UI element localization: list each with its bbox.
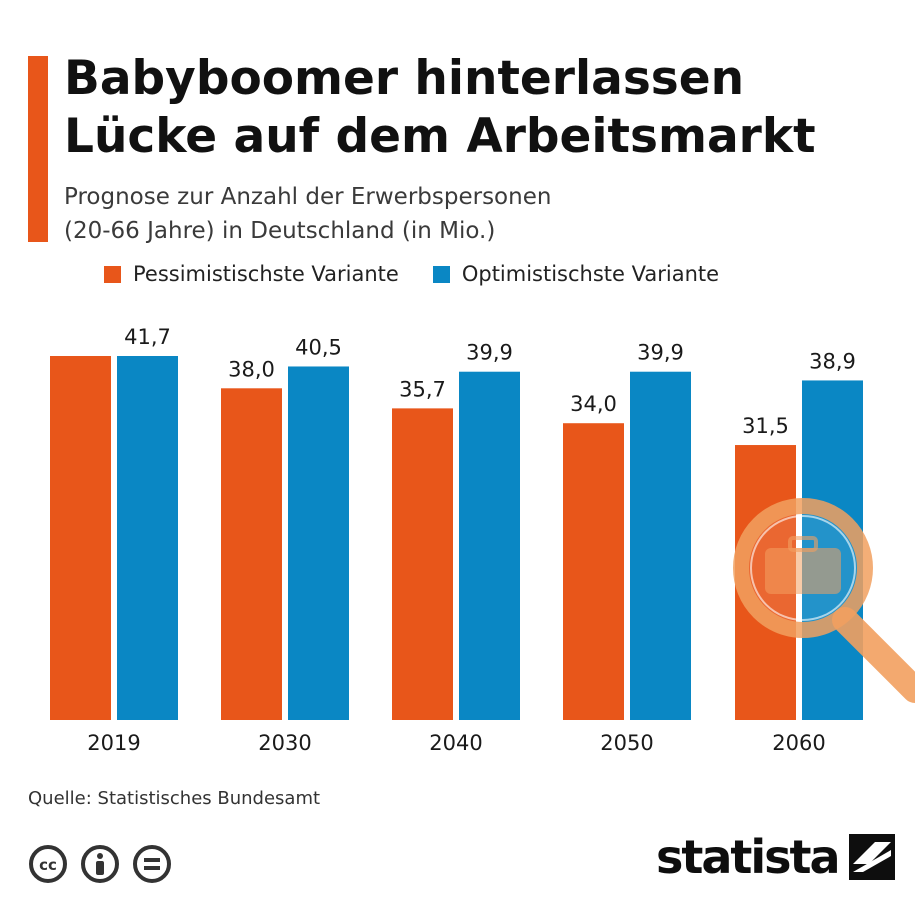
category-label-2060: 2060 — [772, 731, 825, 755]
no-derivatives-icon — [133, 845, 171, 883]
legend-item-pessimistic: Pessimistischste Variante — [104, 262, 399, 286]
category-label-2030: 2030 — [258, 731, 311, 755]
legend-swatch-pessimistic — [104, 265, 121, 283]
title-accent-bar — [28, 56, 48, 242]
brand-name: statista — [656, 830, 841, 884]
attribution-icon — [81, 845, 119, 883]
value-label-pessimistic-2060: 31,5 — [742, 414, 789, 438]
legend-item-optimistic: Optimistischste Variante — [432, 262, 720, 286]
category-label-2019: 2019 — [87, 731, 140, 755]
bar-pessimistic-2050 — [563, 423, 624, 720]
title-line-2: Lücke auf dem Arbeitsmarkt — [64, 109, 816, 164]
category-label-2040: 2040 — [429, 731, 482, 755]
bar-pessimistic-2040 — [392, 408, 453, 720]
category-label-2050: 2050 — [600, 731, 653, 755]
value-label-pessimistic-2040: 35,7 — [399, 377, 446, 401]
page-subtitle: Prognose zur Anzahl der Erwerbspersonen … — [64, 180, 551, 248]
bar-pessimistic-2019 — [50, 356, 111, 720]
value-label-optimistic-2030: 40,5 — [295, 335, 342, 359]
value-label-optimistic-2040: 39,9 — [466, 341, 513, 365]
value-label-optimistic-2019: 41,7 — [124, 325, 171, 349]
bar-pessimistic-2030 — [221, 388, 282, 720]
bar-optimistic-2040 — [459, 371, 520, 720]
value-label-optimistic-2050: 39,9 — [637, 341, 684, 365]
magnifier-lens-ring — [750, 515, 856, 621]
legend-swatch-optimistic — [432, 265, 450, 283]
license-icons: cc — [28, 844, 172, 884]
page-title: Babyboomer hinterlassen Lücke auf dem Ar… — [64, 50, 816, 166]
title-line-1: Babyboomer hinterlassen — [64, 51, 745, 106]
value-label-pessimistic-2030: 38,0 — [228, 357, 275, 381]
bar-optimistic-2030 — [288, 366, 349, 720]
source-note: Quelle: Statistisches Bundesamt — [28, 788, 321, 809]
legend-label-pessimistic: Pessimistischste Variante — [133, 262, 399, 286]
briefcase-handle — [788, 536, 818, 552]
subtitle-line-2: (20-66 Jahre) in Deutschland (in Mio.) — [64, 218, 496, 244]
svg-text:cc: cc — [39, 856, 57, 874]
cc-icon: cc — [29, 845, 67, 883]
statista-mark-icon — [848, 834, 895, 880]
value-label-pessimistic-2050: 34,0 — [570, 392, 617, 416]
legend-label-optimistic: Optimistischste Variante — [461, 262, 720, 286]
chart-legend: Pessimistischste Variante Optimistischst… — [104, 262, 719, 286]
statista-logo: statista — [656, 830, 895, 884]
subtitle-line-1: Prognose zur Anzahl der Erwerbspersonen — [64, 184, 552, 210]
bar-optimistic-2019 — [117, 356, 178, 720]
briefcase-icon — [765, 548, 841, 594]
value-label-optimistic-2060: 38,9 — [809, 349, 856, 373]
magnifier-handle — [832, 607, 915, 703]
bar-optimistic-2050 — [630, 371, 691, 720]
